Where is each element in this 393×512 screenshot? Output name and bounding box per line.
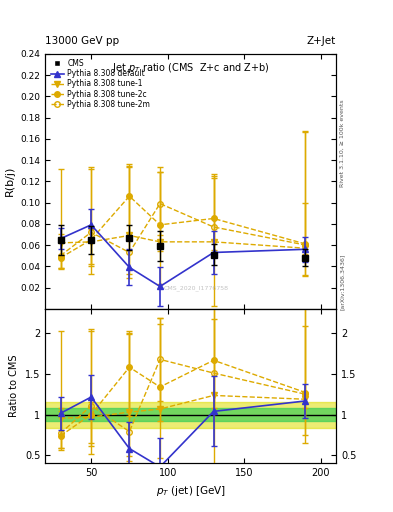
Y-axis label: Ratio to CMS: Ratio to CMS [9, 355, 19, 417]
Text: Rivet 3.1.10, ≥ 100k events: Rivet 3.1.10, ≥ 100k events [340, 99, 345, 187]
Bar [45, 408, 336, 421]
Text: 13000 GeV pp: 13000 GeV pp [45, 36, 119, 46]
Text: Z+Jet: Z+Jet [307, 36, 336, 46]
Bar [45, 401, 336, 428]
Text: CMS_2020_I1776758: CMS_2020_I1776758 [164, 285, 229, 291]
Text: [arXiv:1306.3436]: [arXiv:1306.3436] [340, 253, 345, 310]
Text: Jet $p_T$ ratio (CMS  Z+c and Z+b): Jet $p_T$ ratio (CMS Z+c and Z+b) [112, 61, 270, 75]
Y-axis label: R(b/j): R(b/j) [5, 166, 15, 197]
Legend: CMS, Pythia 8.308 default, Pythia 8.308 tune-1, Pythia 8.308 tune-2c, Pythia 8.3: CMS, Pythia 8.308 default, Pythia 8.308 … [49, 57, 152, 110]
X-axis label: $p_T$ (jet) [GeV]: $p_T$ (jet) [GeV] [156, 484, 226, 498]
